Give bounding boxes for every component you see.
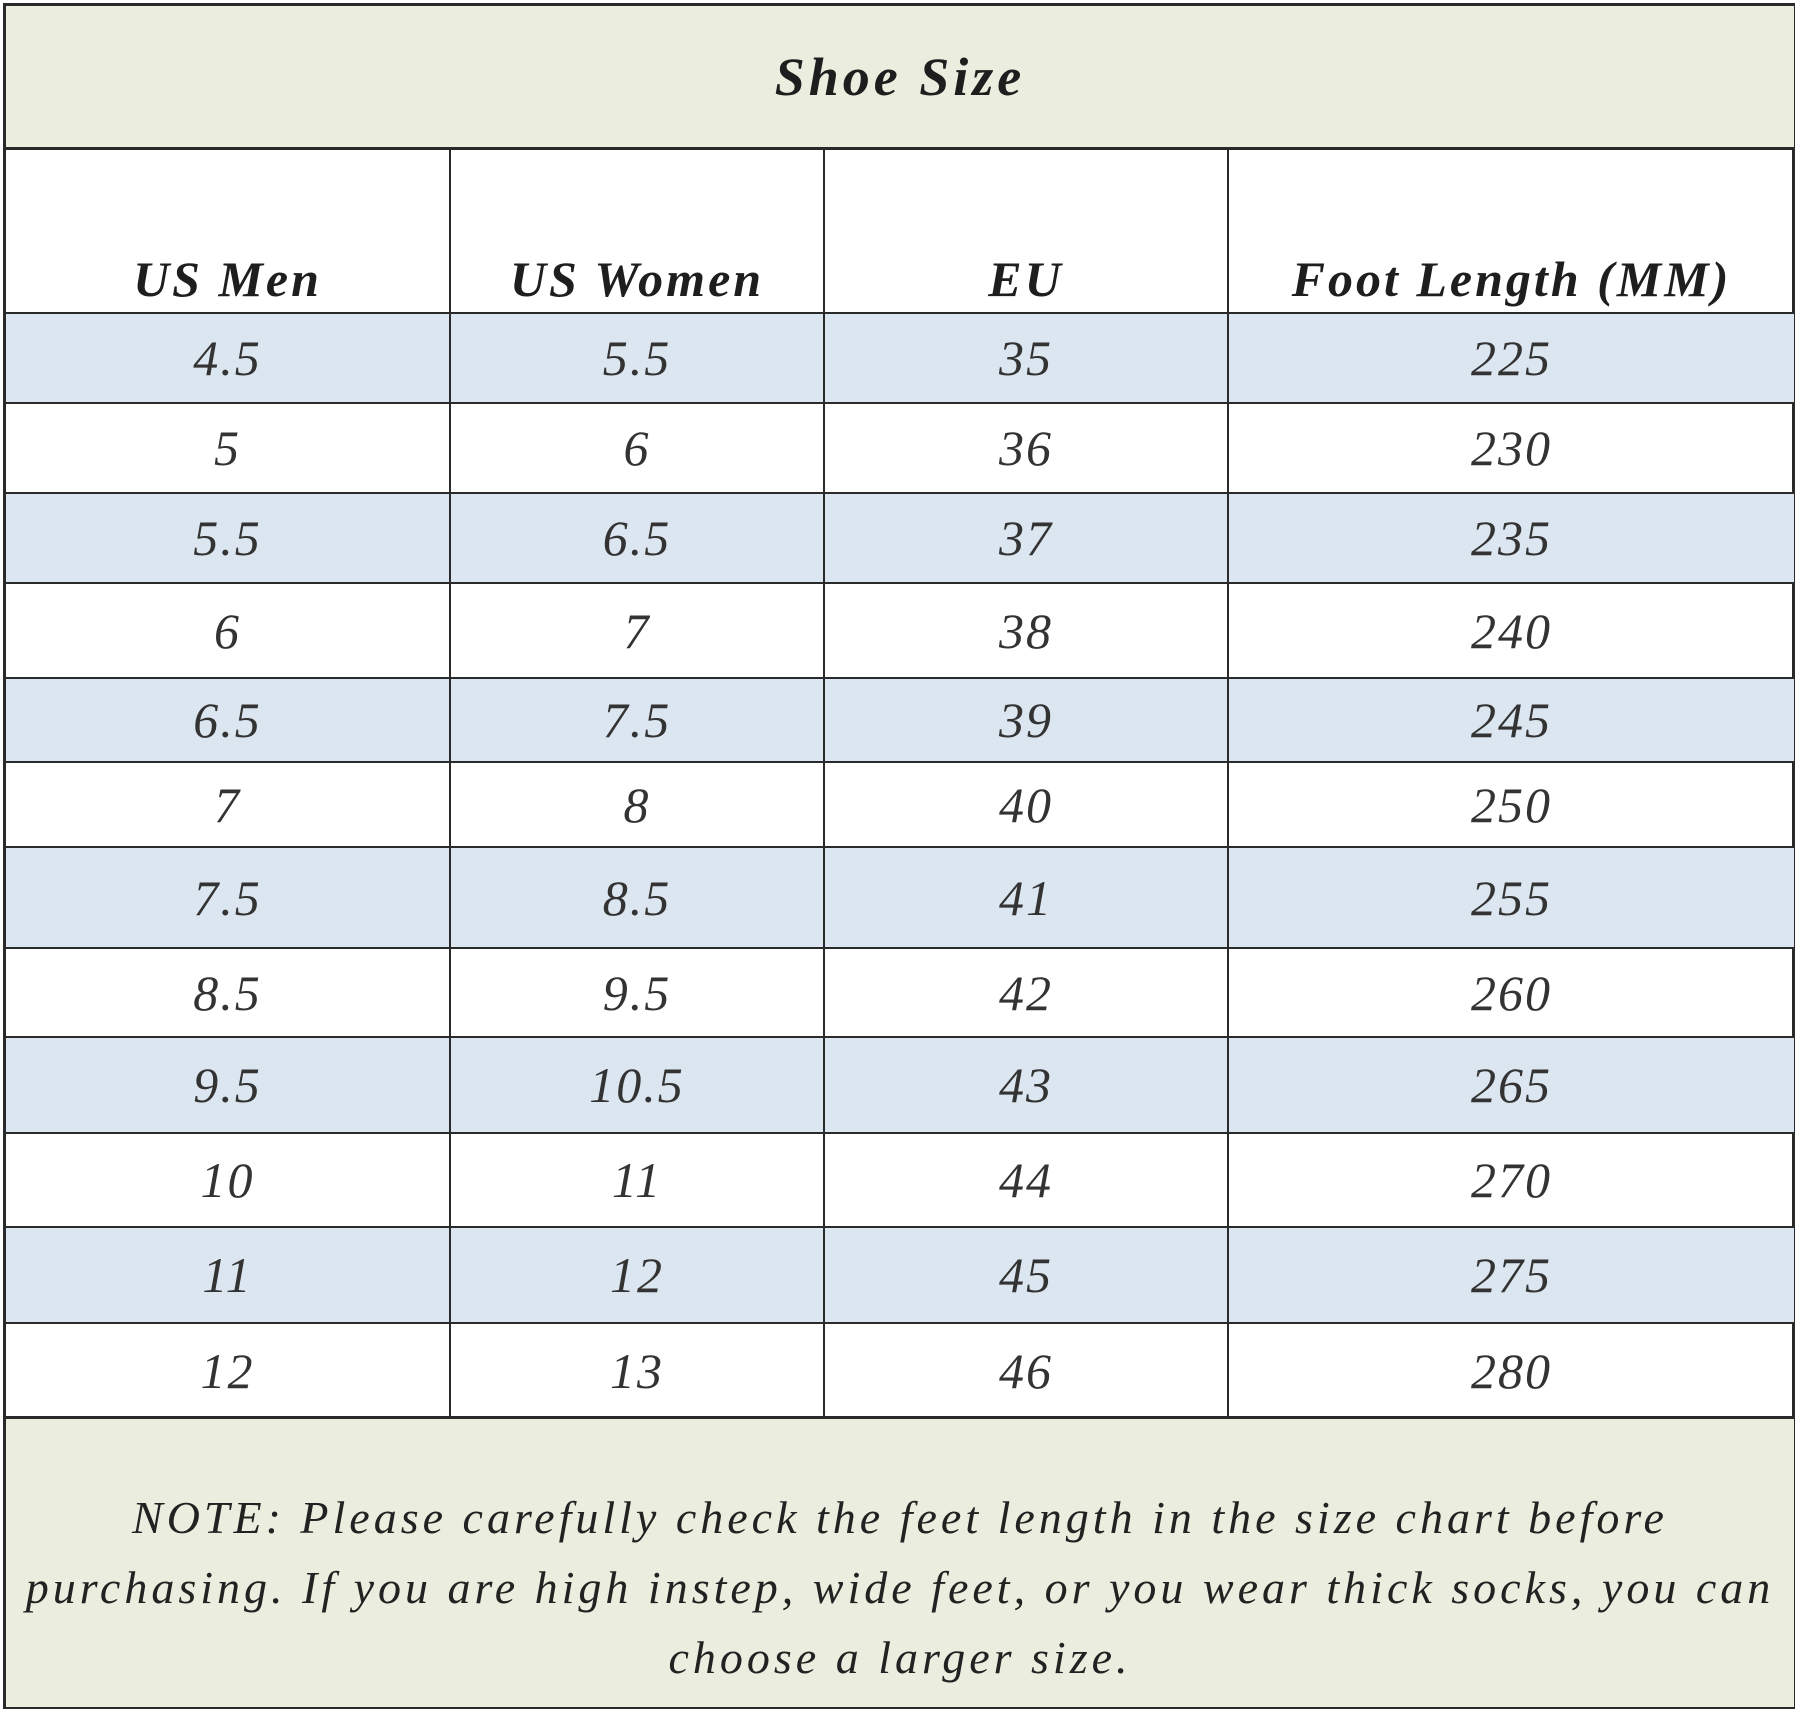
column-header: US Men [6,150,451,314]
table-cell: 12 [6,1322,451,1420]
table-cell: 255 [1227,846,1794,949]
table-cell: 12 [449,1226,825,1324]
column-header: Foot Length (MM) [1227,150,1794,314]
table-cell: 9.5 [449,947,825,1038]
table-cell: 230 [1227,402,1794,494]
table-cell: 6 [6,582,451,679]
table-row: 5 6 36 230 [6,402,1794,494]
table-cell: 6 [449,402,825,494]
table-cell: 37 [823,492,1229,584]
header-row: US Men US Women EU Foot Length (MM) [6,150,1794,314]
table-cell: 250 [1227,761,1794,848]
table-cell: 7.5 [6,846,451,949]
table-cell: 10.5 [449,1036,825,1134]
table-cell: 9.5 [6,1036,451,1134]
table-cell: 7.5 [449,677,825,763]
table-cell: 260 [1227,947,1794,1038]
table-row: 8.5 9.5 42 260 [6,947,1794,1038]
table-row: 6 7 38 240 [6,582,1794,679]
table-cell: 5.5 [449,312,825,404]
table-row: 5.5 6.5 37 235 [6,492,1794,584]
table-cell: 8.5 [449,846,825,949]
table-cell: 40 [823,761,1229,848]
table-cell: 43 [823,1036,1229,1134]
table-row: 12 13 46 280 [6,1322,1794,1420]
table-row: 7.5 8.5 41 255 [6,846,1794,949]
table-cell: 36 [823,402,1229,494]
table-cell: 41 [823,846,1229,949]
table-cell: 46 [823,1322,1229,1420]
table-cell: 7 [6,761,451,848]
page-title: Shoe Size [6,6,1794,150]
table-cell: 13 [449,1322,825,1420]
table-cell: 10 [6,1132,451,1228]
table-cell: 6.5 [6,677,451,763]
table-row: 4.5 5.5 35 225 [6,312,1794,404]
table-cell: 4.5 [6,312,451,404]
size-table: US Men US Women EU Foot Length (MM) 4.5 5.5 3… [6,150,1794,1420]
table-cell: 44 [823,1132,1229,1228]
table-cell: 38 [823,582,1229,679]
table-cell: 6.5 [449,492,825,584]
table-cell: 225 [1227,312,1794,404]
table-cell: 11 [449,1132,825,1228]
table-cell: 265 [1227,1036,1794,1134]
table-row: 10 11 44 270 [6,1132,1794,1228]
table-cell: 270 [1227,1132,1794,1228]
table-row: 7 8 40 250 [6,761,1794,848]
table-cell: 35 [823,312,1229,404]
table-cell: 5.5 [6,492,451,584]
table-cell: 245 [1227,677,1794,763]
table-cell: 39 [823,677,1229,763]
table-cell: 45 [823,1226,1229,1324]
table-row: 6.5 7.5 39 245 [6,677,1794,763]
table-cell: 8.5 [6,947,451,1038]
note-text: NOTE: Please carefully check the feet le… [6,1416,1794,1707]
table-cell: 11 [6,1226,451,1324]
table-cell: 235 [1227,492,1794,584]
table-cell: 7 [449,582,825,679]
table-cell: 5 [6,402,451,494]
table-cell: 280 [1227,1322,1794,1420]
table-row: 11 12 45 275 [6,1226,1794,1324]
table-cell: 275 [1227,1226,1794,1324]
column-header: US Women [449,150,825,314]
table-cell: 8 [449,761,825,848]
table-cell: 42 [823,947,1229,1038]
table-cell: 240 [1227,582,1794,679]
table-row: 9.5 10.5 43 265 [6,1036,1794,1134]
column-header: EU [823,150,1229,314]
